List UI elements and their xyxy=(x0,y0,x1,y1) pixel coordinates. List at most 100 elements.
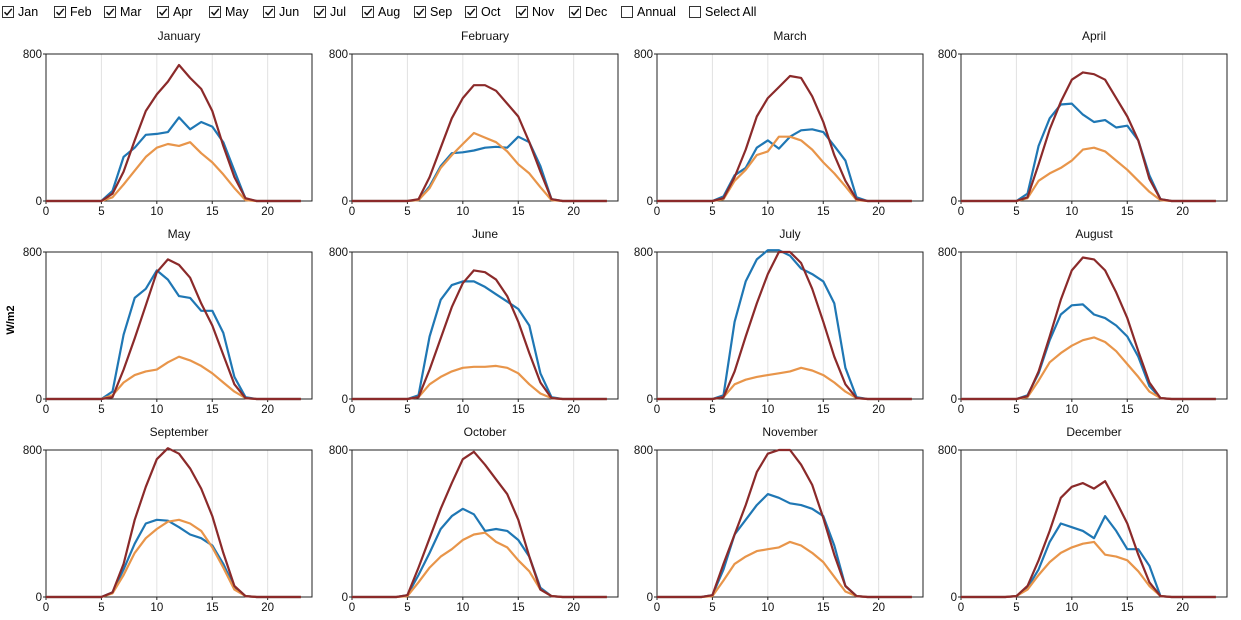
chart-march: March 0 5 10 15 20 0 800 xyxy=(634,29,924,218)
chart-july: July 0 5 10 15 20 0 800 xyxy=(634,227,924,416)
series-line-2 xyxy=(46,355,301,401)
x-tick-label: 0 xyxy=(958,602,964,614)
checkbox-jun[interactable]: Jun xyxy=(263,4,299,20)
series-line-1 xyxy=(46,116,301,203)
series-line-1 xyxy=(352,135,607,203)
chart-title: August xyxy=(1075,227,1113,241)
chart-title: June xyxy=(472,227,498,241)
checked-box-icon[interactable] xyxy=(209,6,221,18)
x-tick-label: 0 xyxy=(654,206,660,218)
x-tick-label: 10 xyxy=(1065,602,1078,614)
y-tick-label: 800 xyxy=(329,445,348,457)
checkbox-sep[interactable]: Sep xyxy=(414,4,452,20)
checked-box-icon[interactable] xyxy=(414,6,426,18)
series-line-3 xyxy=(352,269,607,401)
series-line-2 xyxy=(352,364,607,401)
x-tick-label: 15 xyxy=(206,404,219,416)
series-line-2 xyxy=(961,336,1216,401)
x-tick-label: 10 xyxy=(1065,206,1078,218)
checkbox-may[interactable]: May xyxy=(209,4,249,20)
y-tick-label: 800 xyxy=(23,445,42,457)
x-tick-label: 20 xyxy=(872,404,885,416)
plot-frame xyxy=(45,449,313,598)
x-tick-label: 20 xyxy=(567,206,580,218)
chart-title: May xyxy=(168,227,191,241)
y-tick-label: 0 xyxy=(647,592,653,604)
checkbox-aug[interactable]: Aug xyxy=(362,4,400,20)
series-line-1 xyxy=(46,269,301,401)
checkbox-apr[interactable]: Apr xyxy=(157,4,192,20)
unchecked-box-icon[interactable] xyxy=(621,6,633,18)
y-tick-label: 0 xyxy=(951,196,957,208)
plot-frame xyxy=(656,53,924,202)
checked-box-icon[interactable] xyxy=(2,6,14,18)
checkbox-annual[interactable]: Annual xyxy=(621,4,676,20)
x-tick-label: 0 xyxy=(958,404,964,416)
chart-november: November 0 5 10 15 20 0 800 xyxy=(634,425,924,614)
chart-title: September xyxy=(150,425,209,439)
series-line-2 xyxy=(657,540,912,599)
x-tick-label: 5 xyxy=(1013,602,1019,614)
y-tick-label: 0 xyxy=(951,592,957,604)
x-tick-label: 5 xyxy=(404,602,410,614)
checkbox-oct[interactable]: Oct xyxy=(465,4,500,20)
series-line-3 xyxy=(657,74,912,203)
x-tick-label: 0 xyxy=(654,602,660,614)
plot-frame xyxy=(45,251,313,400)
x-tick-label: 5 xyxy=(404,206,410,218)
checkbox-label: Mar xyxy=(120,5,142,19)
checked-box-icon[interactable] xyxy=(54,6,66,18)
x-tick-label: 5 xyxy=(1013,206,1019,218)
y-tick-label: 800 xyxy=(329,247,348,259)
series-line-3 xyxy=(46,63,301,203)
x-tick-label: 5 xyxy=(709,404,715,416)
checkbox-jan[interactable]: Jan xyxy=(2,4,38,20)
series-line-2 xyxy=(961,540,1216,599)
chart-title: April xyxy=(1082,29,1106,43)
chart-april: April 0 5 10 15 20 0 800 xyxy=(938,29,1228,218)
x-tick-label: 5 xyxy=(709,602,715,614)
x-tick-label: 20 xyxy=(872,602,885,614)
checkbox-label: May xyxy=(225,5,249,19)
x-tick-label: 5 xyxy=(98,602,104,614)
checked-box-icon[interactable] xyxy=(314,6,326,18)
checkbox-select-all[interactable]: Select All xyxy=(689,4,756,20)
series-line-2 xyxy=(46,518,301,599)
checkbox-feb[interactable]: Feb xyxy=(54,4,92,20)
x-tick-label: 15 xyxy=(1121,206,1134,218)
x-tick-label: 10 xyxy=(761,602,774,614)
plot-frame xyxy=(960,53,1228,202)
checked-box-icon[interactable] xyxy=(569,6,581,18)
x-tick-label: 5 xyxy=(98,404,104,416)
chart-december: December 0 5 10 15 20 0 800 xyxy=(938,425,1228,614)
checked-box-icon[interactable] xyxy=(263,6,275,18)
checkbox-label: Sep xyxy=(430,5,453,19)
series-line-1 xyxy=(961,514,1216,599)
checkbox-mar[interactable]: Mar xyxy=(104,4,142,20)
x-tick-label: 15 xyxy=(512,602,525,614)
checked-box-icon[interactable] xyxy=(104,6,116,18)
x-tick-label: 15 xyxy=(206,206,219,218)
x-tick-label: 15 xyxy=(512,206,525,218)
checked-box-icon[interactable] xyxy=(516,6,528,18)
unchecked-box-icon[interactable] xyxy=(689,6,701,18)
checked-box-icon[interactable] xyxy=(157,6,169,18)
checkbox-label: Apr xyxy=(173,5,193,19)
y-tick-label: 0 xyxy=(36,394,42,406)
y-tick-label: 0 xyxy=(342,592,348,604)
checkbox-dec[interactable]: Dec xyxy=(569,4,607,20)
x-tick-label: 0 xyxy=(958,206,964,218)
y-tick-label: 0 xyxy=(647,196,653,208)
series-line-1 xyxy=(352,507,607,599)
series-line-3 xyxy=(352,84,607,203)
checkbox-jul[interactable]: Jul xyxy=(314,4,346,20)
x-tick-label: 0 xyxy=(654,404,660,416)
chart-title: October xyxy=(464,425,507,439)
checked-box-icon[interactable] xyxy=(465,6,477,18)
checkbox-label: Jan xyxy=(18,5,39,19)
chart-september: September 0 5 10 15 20 0 800 xyxy=(23,425,313,614)
x-tick-label: 20 xyxy=(1176,602,1189,614)
checked-box-icon[interactable] xyxy=(362,6,374,18)
checkbox-nov[interactable]: Nov xyxy=(516,4,554,20)
series-line-3 xyxy=(961,256,1216,401)
